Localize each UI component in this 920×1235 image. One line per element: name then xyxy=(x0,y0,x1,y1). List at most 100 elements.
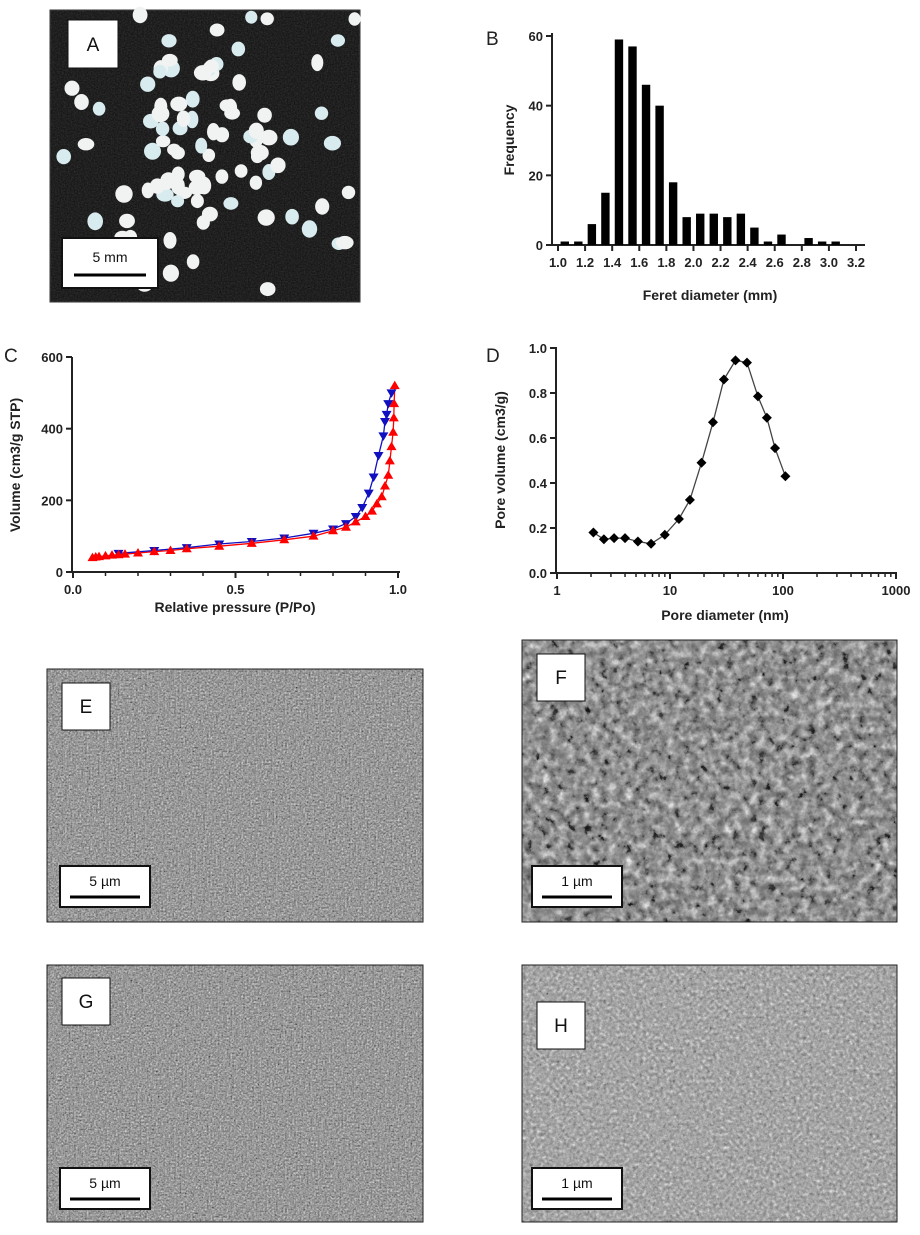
desorption-point xyxy=(373,452,384,461)
pore-volume-point xyxy=(646,538,657,549)
x-tick-label: 2.4 xyxy=(739,255,758,270)
bead xyxy=(207,123,220,141)
bead xyxy=(132,6,148,24)
histogram-bar xyxy=(601,192,610,245)
bead xyxy=(260,12,274,26)
y-tick-label: 20 xyxy=(529,168,543,183)
adsorption-point xyxy=(389,398,400,408)
bead xyxy=(170,96,188,112)
panel-a-label-box xyxy=(67,19,119,69)
panel-g-sem: G 5 µm xyxy=(46,964,424,1223)
histogram-bar xyxy=(709,213,718,245)
bead xyxy=(249,175,263,190)
desorption-point xyxy=(381,410,392,420)
bead xyxy=(282,128,299,146)
adsorption-point xyxy=(214,541,225,550)
histogram-bar xyxy=(560,241,569,245)
panel-f-scale-text: 1 µm xyxy=(561,873,592,889)
y-tick-label: 0.2 xyxy=(529,521,547,536)
pore-volume-point xyxy=(696,457,707,468)
y-axis-title: Frequency xyxy=(501,104,517,175)
adsorption-point xyxy=(350,516,361,526)
x-axis-title: Relative pressure (P/Po) xyxy=(154,599,315,615)
histogram-bar xyxy=(723,217,732,245)
bead xyxy=(115,185,133,203)
bead xyxy=(285,208,299,225)
bead xyxy=(186,254,200,270)
bead xyxy=(323,135,341,151)
panel-e-sem: E 5 µm xyxy=(46,668,424,923)
adsorption-point xyxy=(388,412,399,422)
x-tick-label: 1 xyxy=(553,583,560,598)
y-tick-label: 0.4 xyxy=(529,476,548,491)
y-tick-label: 0.8 xyxy=(529,386,547,401)
desorption-point xyxy=(363,489,374,499)
bead xyxy=(195,137,208,154)
adsorption-point xyxy=(388,427,399,436)
bead xyxy=(171,195,185,208)
bead xyxy=(259,282,276,297)
histogram-bar xyxy=(696,213,705,245)
x-tick-label: 3.0 xyxy=(820,255,838,270)
histogram-bar xyxy=(763,241,773,245)
bead xyxy=(176,110,191,127)
panel-h-scale-text: 1 µm xyxy=(561,1175,592,1191)
bead xyxy=(144,142,161,160)
histogram-bar xyxy=(750,227,759,245)
adsorption-point xyxy=(383,470,394,479)
bead xyxy=(257,209,275,226)
histogram-bar xyxy=(574,241,583,245)
pore-volume-point xyxy=(659,529,670,540)
adsorption-point xyxy=(328,525,338,535)
pore-volume-point xyxy=(761,412,772,423)
y-axis-title: Pore volume (cm3/g) xyxy=(492,391,508,529)
bead xyxy=(155,121,170,136)
bead xyxy=(155,135,171,148)
bead xyxy=(215,169,229,184)
bead xyxy=(234,164,248,178)
histogram-bar xyxy=(804,238,813,245)
bead xyxy=(156,177,174,190)
pore-volume-point xyxy=(632,536,643,547)
panel-a-scale-box xyxy=(61,237,159,289)
bead xyxy=(119,213,135,229)
panel-a-label: A xyxy=(87,35,100,56)
desorption-point xyxy=(380,418,390,427)
adsorption-point xyxy=(380,481,390,490)
adsorption-point xyxy=(371,498,382,508)
histogram-bar xyxy=(641,84,651,246)
pore-volume-line xyxy=(593,359,787,545)
desorption-point xyxy=(357,504,368,513)
histogram-bar xyxy=(587,224,597,245)
histogram-bar xyxy=(777,234,786,245)
bead xyxy=(260,129,278,146)
bead xyxy=(201,206,218,222)
panel-b-histogram: 1.0 1.2 1.4 1.6 1.8 2.0 2.2 2.4 2.6 2.8 3.0 3.2 0 20 4… xyxy=(501,29,865,303)
bead xyxy=(248,122,264,139)
bead xyxy=(87,212,103,231)
bead xyxy=(250,150,264,164)
y-tick-label: 0 xyxy=(536,238,543,253)
bead xyxy=(330,34,345,47)
bead xyxy=(74,94,89,110)
panel-f-label: F xyxy=(555,668,567,689)
bead xyxy=(163,232,177,249)
adsorption-point xyxy=(246,538,257,547)
adsorption-point xyxy=(367,506,377,515)
panel-a-scale-text: 5 mm xyxy=(93,249,128,265)
bead xyxy=(315,198,330,215)
bead xyxy=(209,23,225,37)
y-tick-label: 600 xyxy=(41,350,63,365)
histogram-bar xyxy=(628,46,637,246)
pore-volume-point xyxy=(770,443,781,454)
desorption-point xyxy=(378,432,389,441)
bead xyxy=(167,143,181,156)
x-tick-label: 1000 xyxy=(882,583,911,598)
adsorption-point xyxy=(308,531,319,540)
bead xyxy=(348,12,361,26)
bead xyxy=(223,197,239,210)
pore-volume-point xyxy=(730,355,741,366)
bead xyxy=(336,235,354,250)
x-tick-label: 10 xyxy=(663,583,677,598)
panel-f-sem: F 1 µm xyxy=(521,639,898,923)
